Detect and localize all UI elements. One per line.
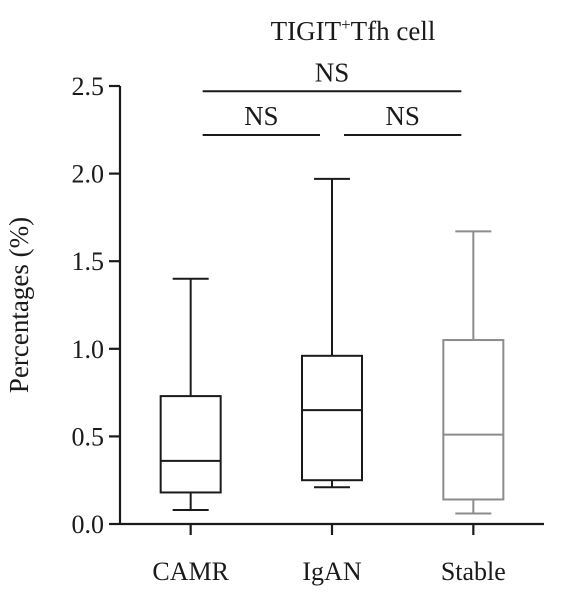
box-iqr	[301, 354, 363, 482]
significance-bracket: NS	[202, 101, 320, 137]
y-tick-label: 2.5	[72, 72, 105, 101]
x-tick-label: IgAN	[302, 557, 361, 586]
box-igan	[301, 177, 363, 489]
y-tick-label: 2.0	[72, 160, 105, 189]
chart-title: TIGIT+Tfh cell	[271, 15, 436, 46]
y-tick-label: 0.5	[72, 422, 105, 451]
y-axis-label: Percentages (%)	[4, 217, 34, 393]
significance-label: NS	[244, 101, 279, 131]
chart-title-main: TIGIT	[271, 16, 342, 46]
significance-bracket: NS	[202, 57, 462, 93]
x-axis-ticks: CAMR IgAN Stable	[152, 524, 506, 586]
significance-label: NS	[315, 57, 350, 87]
chart-title-rest: Tfh cell	[351, 16, 436, 46]
significance-annotations: NS NS NS	[202, 57, 462, 137]
x-tick-label: Stable	[441, 557, 506, 586]
x-tick-label: CAMR	[152, 557, 229, 586]
box-camr	[159, 277, 222, 511]
y-axis-ticks: 0.0 0.5 1.0 1.5 2.0 2.5	[72, 72, 120, 539]
box-iqr	[442, 339, 505, 501]
chart-title-superscript: +	[341, 15, 351, 34]
y-tick-label: 1.0	[72, 335, 105, 364]
box-iqr	[159, 395, 222, 494]
significance-bracket: NS	[344, 101, 462, 137]
y-tick-label: 0.0	[72, 510, 105, 539]
box-stable	[442, 230, 505, 515]
significance-label: NS	[385, 101, 420, 131]
y-tick-label: 1.5	[72, 247, 105, 276]
box-series	[159, 177, 505, 515]
